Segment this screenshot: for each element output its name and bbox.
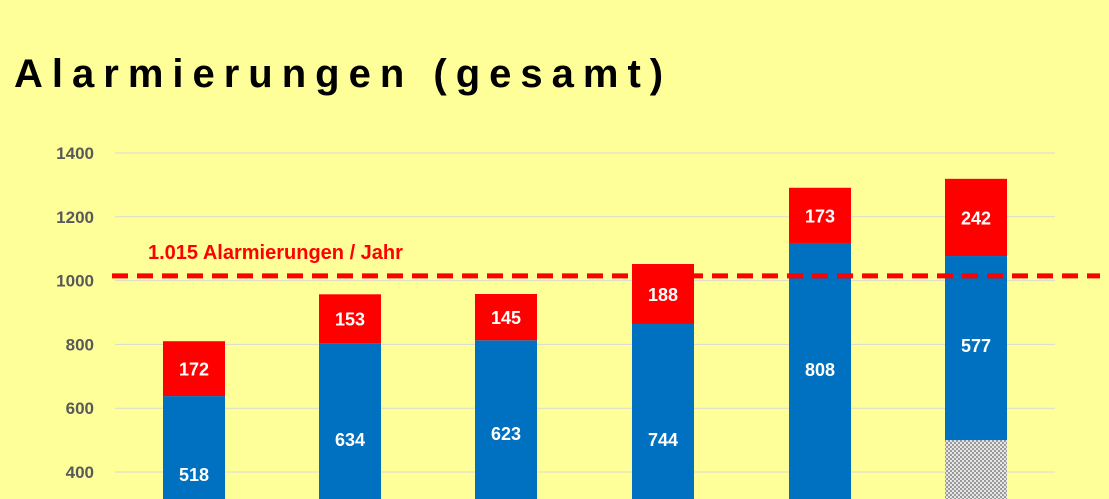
bar-segment-red xyxy=(945,178,1007,257)
bar-segment-blue xyxy=(475,340,537,499)
y-tick-label: 1200 xyxy=(56,208,94,227)
data-label-red: 172 xyxy=(179,360,209,380)
data-label-red: 145 xyxy=(491,308,521,328)
data-label-blue: 634 xyxy=(335,430,365,450)
bar-segment-red xyxy=(789,187,851,243)
y-tick-label: 1400 xyxy=(56,144,94,163)
bar-segment-blue xyxy=(319,343,381,499)
data-label-red: 173 xyxy=(805,206,835,226)
data-label-red: 153 xyxy=(335,310,365,330)
y-tick-label: 400 xyxy=(66,463,94,482)
bar-segment-blue xyxy=(632,323,694,499)
y-tick-label: 600 xyxy=(66,399,94,418)
data-label-blue: 623 xyxy=(491,424,521,444)
bar-segment-blue xyxy=(163,396,225,499)
chart-title: Alarmierungen (gesamt) xyxy=(14,52,673,96)
bar-segment-red xyxy=(319,294,381,344)
data-label-red: 188 xyxy=(648,285,678,305)
y-tick-label: 800 xyxy=(66,335,94,354)
y-tick-label: 1000 xyxy=(56,272,94,291)
data-label-blue: 518 xyxy=(179,465,209,485)
data-label-blue: 744 xyxy=(648,430,678,450)
reference-line-label: 1.015 Alarmierungen / Jahr xyxy=(148,242,403,264)
bar-segment-red xyxy=(475,293,537,341)
data-label-blue: 577 xyxy=(961,336,991,356)
data-label-blue: 808 xyxy=(805,360,835,380)
bar-segment-red xyxy=(163,341,225,397)
data-label-red: 242 xyxy=(961,208,991,228)
bar-segment-blue xyxy=(789,242,851,499)
bar-segment-hatched xyxy=(945,440,1007,499)
